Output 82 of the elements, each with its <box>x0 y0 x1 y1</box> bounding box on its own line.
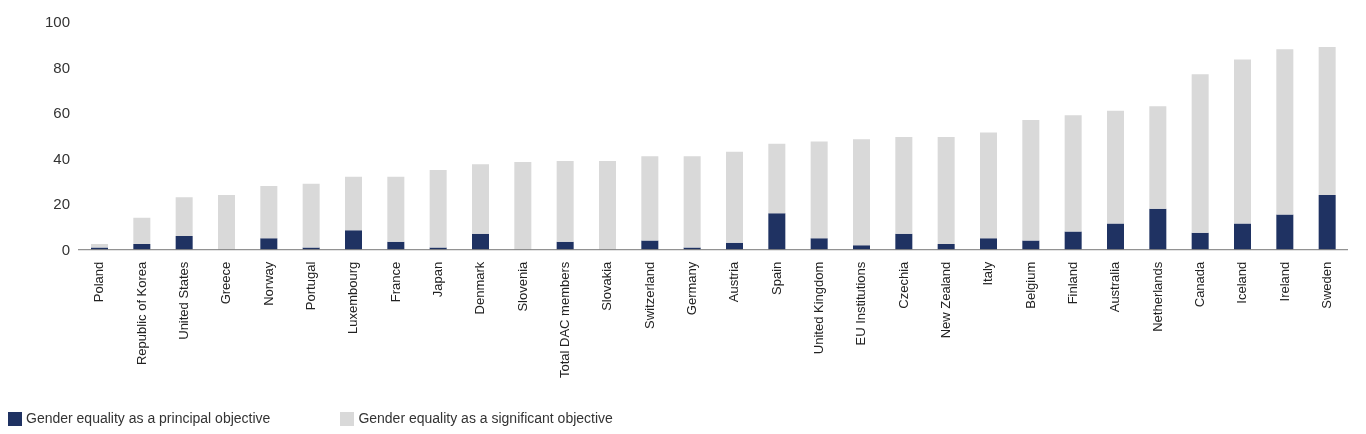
x-tick-label: Netherlands <box>1149 261 1165 332</box>
legend-label: Gender equality as a significant objective <box>358 409 613 426</box>
x-tick-label: Iceland <box>1234 261 1250 304</box>
x-tick-label: Czechia <box>895 260 911 309</box>
bar <box>175 236 193 250</box>
y-tick-label: 20 <box>53 195 70 213</box>
bar <box>260 185 278 239</box>
x-tick-label: Slovenia <box>514 260 530 312</box>
bar <box>895 233 913 250</box>
bar <box>726 151 743 243</box>
y-tick-label: 100 <box>44 13 70 31</box>
x-tick-label: United Kingdom <box>811 261 827 355</box>
bar <box>429 170 447 248</box>
x-tick-label: Switzerland <box>641 261 657 329</box>
x-tick-label: France <box>387 261 403 303</box>
bar <box>133 217 151 245</box>
bar <box>683 156 701 248</box>
x-tick-label: EU Institutions <box>853 261 869 346</box>
legend-label: Gender equality as a principal objective <box>26 409 271 426</box>
bar <box>599 160 616 250</box>
bar <box>1318 47 1336 196</box>
y-tick-label: 0 <box>61 241 70 259</box>
bar <box>1276 214 1294 250</box>
y-tick-label: 60 <box>53 104 70 122</box>
bar <box>768 143 786 214</box>
x-tick-label: Republic of Korea <box>133 260 149 366</box>
x-tick-label: Slovakia <box>599 260 615 311</box>
y-tick-label: 80 <box>53 58 70 76</box>
x-tick-label: Total DAC members <box>557 261 573 379</box>
bar <box>895 136 913 234</box>
bar <box>1022 119 1040 241</box>
bar <box>1234 223 1251 250</box>
bar <box>1149 208 1167 250</box>
bar <box>1191 232 1209 250</box>
x-tick-label: Germany <box>684 261 700 316</box>
bar <box>937 136 955 245</box>
bar <box>1107 110 1124 224</box>
x-tick-label: New Zealand <box>938 261 954 339</box>
x-tick-label: Greece <box>218 261 234 305</box>
x-tick-label: Australia <box>1107 260 1123 313</box>
bar <box>345 176 362 231</box>
bar <box>1234 59 1251 224</box>
bar <box>980 238 997 250</box>
bar <box>514 162 532 250</box>
x-tick-label: Italy <box>980 261 996 286</box>
x-tick-label: Ireland <box>1276 261 1292 302</box>
bar <box>260 238 278 250</box>
bar <box>1191 74 1209 233</box>
bar <box>472 164 489 234</box>
bar <box>556 160 574 242</box>
x-tick-label: Finland <box>1065 261 1081 305</box>
y-tick-label: 40 <box>53 149 70 167</box>
bar <box>1318 195 1336 250</box>
bar <box>768 213 786 250</box>
bar <box>1149 106 1167 209</box>
bar <box>1107 223 1124 250</box>
bar <box>387 176 405 242</box>
bar <box>1276 49 1294 215</box>
x-tick-label: Belgium <box>1022 261 1038 309</box>
bar <box>853 139 870 246</box>
bar <box>1064 115 1082 232</box>
bar <box>641 156 659 241</box>
x-tick-label: United States <box>176 261 192 340</box>
bar <box>345 230 362 250</box>
x-tick-label: Sweden <box>1319 261 1335 309</box>
x-tick-label: Austria <box>726 260 742 303</box>
bar <box>1064 231 1082 250</box>
bar <box>472 233 489 250</box>
bar <box>810 141 828 239</box>
bar <box>175 197 193 237</box>
x-tick-label: Luxembourg <box>345 261 361 334</box>
x-tick-label: Spain <box>768 261 784 295</box>
x-tick-label: Japan <box>430 261 446 298</box>
bar <box>980 132 997 239</box>
x-tick-label: Canada <box>1192 260 1208 308</box>
bar <box>218 195 235 250</box>
x-tick-label: Portugal <box>303 261 319 311</box>
bar <box>810 238 828 250</box>
x-tick-label: Poland <box>91 261 107 303</box>
x-tick-label: Norway <box>260 261 276 306</box>
x-tick-label: Denmark <box>472 261 488 315</box>
bar <box>302 183 320 248</box>
